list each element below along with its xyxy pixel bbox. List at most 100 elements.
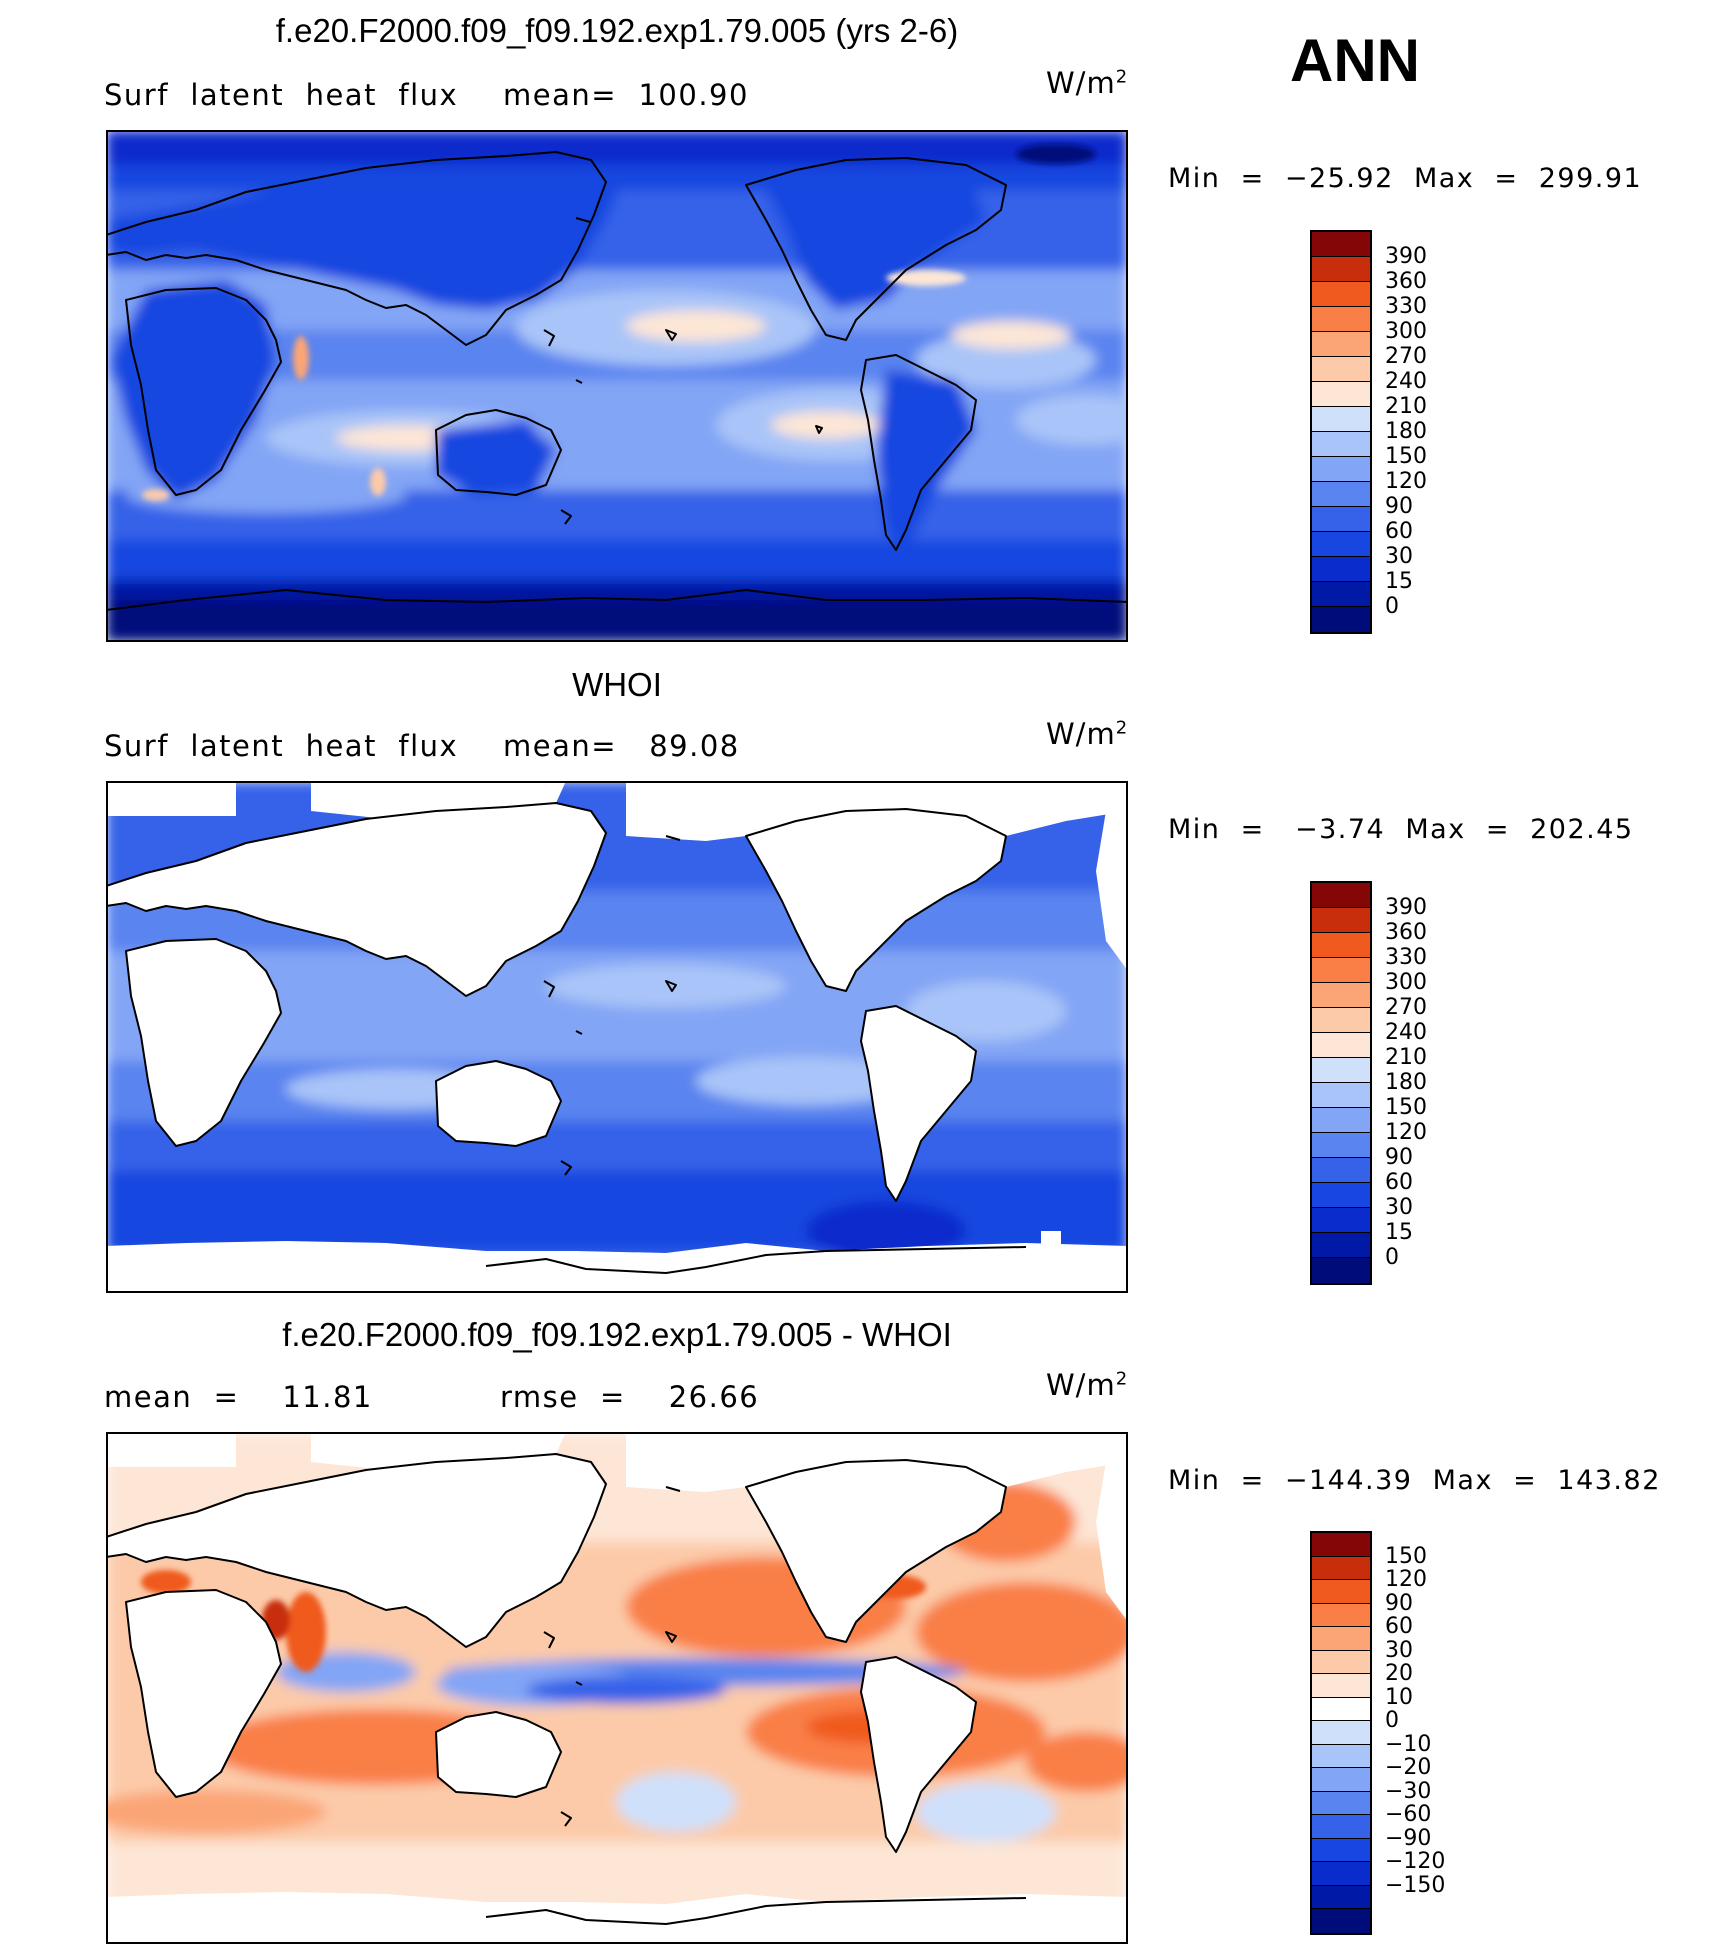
colorbar-tick-label: −10 <box>1385 1731 1432 1757</box>
colorbar-tick-label: 20 <box>1385 1661 1413 1687</box>
colorbar-tick-label: 90 <box>1385 1145 1413 1170</box>
panel-2-map-svg <box>106 781 1128 1293</box>
colorbar-cell <box>1312 1108 1370 1133</box>
colorbar-tick-label: −150 <box>1385 1872 1446 1898</box>
colorbar-cell <box>1312 1838 1370 1863</box>
panel-3-mean: mean = 11.81 <box>104 1380 373 1414</box>
panel-1-variable: Surf latent heat flux <box>104 78 459 112</box>
colorbar-tick-label: 90 <box>1385 1590 1413 1616</box>
colorbar-cell <box>1312 1008 1370 1033</box>
colorbar-cell <box>1312 958 1370 983</box>
colorbar-cell <box>1312 557 1370 582</box>
panel-3-colorbar <box>1310 1531 1372 1935</box>
colorbar-tick-label: 60 <box>1385 1170 1413 1195</box>
colorbar-cell <box>1312 983 1370 1008</box>
colorbar-cell <box>1312 307 1370 332</box>
colorbar-tick-label: 150 <box>1385 444 1427 469</box>
colorbar-tick-label: 0 <box>1385 594 1399 619</box>
panel-3-map-svg <box>106 1432 1128 1944</box>
colorbar-cell <box>1312 482 1370 507</box>
colorbar-tick-label: 120 <box>1385 469 1427 494</box>
panel-2-minmax: Min = −3.74 Max = 202.45 <box>1168 814 1634 845</box>
colorbar-tick-label: 330 <box>1385 945 1427 970</box>
colorbar-tick-label: −20 <box>1385 1755 1432 1781</box>
colorbar-tick-label: 270 <box>1385 995 1427 1020</box>
colorbar-cell <box>1312 908 1370 933</box>
colorbar-cell <box>1312 582 1370 607</box>
panel-2-variable: Surf latent heat flux <box>104 729 459 763</box>
colorbar-tick-label: 300 <box>1385 319 1427 344</box>
panel-2-title: WHOI <box>572 666 662 703</box>
panel-2-colorbar <box>1310 881 1372 1285</box>
colorbar-cell <box>1312 507 1370 532</box>
colorbar-tick-label: −60 <box>1385 1802 1432 1828</box>
colorbar-tick-label: 330 <box>1385 294 1427 319</box>
colorbar-cell <box>1312 1208 1370 1233</box>
colorbar-cell <box>1312 1133 1370 1158</box>
colorbar-cell <box>1312 1556 1370 1581</box>
colorbar-cell <box>1312 1768 1370 1792</box>
colorbar-cell <box>1312 257 1370 282</box>
colorbar-cell <box>1312 1033 1370 1058</box>
colorbar-tick-label: 270 <box>1385 344 1427 369</box>
colorbar-cell <box>1312 933 1370 958</box>
colorbar-tick-label: 240 <box>1385 1020 1427 1045</box>
panel-1-title: f.e20.F2000.f09_f09.192.exp1.79.005 (yrs… <box>275 12 959 49</box>
colorbar-tick-label: 30 <box>1385 1637 1413 1663</box>
colorbar-tick-label: 150 <box>1385 1543 1427 1569</box>
colorbar-tick-label: 120 <box>1385 1120 1427 1145</box>
panel-1-map <box>106 130 1128 642</box>
colorbar-cell <box>1312 1580 1370 1604</box>
colorbar-tick-label: 180 <box>1385 1070 1427 1095</box>
colorbar-cell <box>1312 282 1370 307</box>
colorbar-cell <box>1312 1697 1370 1722</box>
panel-1-minmax: Min = −25.92 Max = 299.91 <box>1168 163 1643 194</box>
colorbar-tick-label: 150 <box>1385 1095 1427 1120</box>
colorbar-tick-label: 60 <box>1385 519 1413 544</box>
panel-3-minmax: Min = −144.39 Max = 143.82 <box>1168 1465 1661 1496</box>
panel-3-map <box>106 1432 1128 1944</box>
panel-2-mean: mean= 89.08 <box>503 729 740 763</box>
panel-3-rmse: rmse = 26.66 <box>500 1380 760 1414</box>
colorbar-cell <box>1312 1744 1370 1769</box>
colorbar-tick-label: 30 <box>1385 1195 1413 1220</box>
colorbar-tick-label: 0 <box>1385 1708 1399 1734</box>
panel-1-map-svg <box>106 130 1128 642</box>
colorbar-cell <box>1312 1183 1370 1208</box>
colorbar-cell <box>1312 1791 1370 1816</box>
panel-1-mean: mean= 100.90 <box>503 78 749 112</box>
colorbar-cell <box>1312 407 1370 432</box>
colorbar-cell <box>1312 432 1370 457</box>
panel-2-units: W/m2 <box>1046 717 1129 751</box>
colorbar-cell <box>1312 1158 1370 1183</box>
colorbar-cell <box>1312 232 1370 257</box>
colorbar-cell <box>1312 1909 1370 1933</box>
colorbar-cell <box>1312 1058 1370 1083</box>
colorbar-cell <box>1312 1862 1370 1886</box>
colorbar-tick-label: 180 <box>1385 419 1427 444</box>
colorbar-cell <box>1312 607 1370 632</box>
colorbar-tick-label: 60 <box>1385 1614 1413 1640</box>
colorbar-cell <box>1312 382 1370 407</box>
colorbar-tick-label: 15 <box>1385 569 1413 594</box>
colorbar-cell <box>1312 1885 1370 1910</box>
colorbar-cell <box>1312 357 1370 382</box>
colorbar-cell <box>1312 1083 1370 1108</box>
colorbar-tick-label: 210 <box>1385 1045 1427 1070</box>
colorbar-tick-label: 210 <box>1385 394 1427 419</box>
season-label: ANN <box>1290 27 1420 94</box>
colorbar-tick-label: 360 <box>1385 269 1427 294</box>
colorbar-cell <box>1312 1721 1370 1745</box>
panel-3-title: f.e20.F2000.f09_f09.192.exp1.79.005 - WH… <box>282 1316 952 1353</box>
colorbar-tick-label: 360 <box>1385 920 1427 945</box>
colorbar-tick-label: 0 <box>1385 1245 1399 1270</box>
colorbar-cell <box>1312 1650 1370 1675</box>
colorbar-cell <box>1312 883 1370 908</box>
colorbar-cell <box>1312 332 1370 357</box>
colorbar-tick-label: 300 <box>1385 970 1427 995</box>
colorbar-cell <box>1312 532 1370 557</box>
colorbar-cell <box>1312 457 1370 482</box>
colorbar-tick-label: 15 <box>1385 1220 1413 1245</box>
colorbar-cell <box>1312 1233 1370 1258</box>
colorbar-tick-label: 30 <box>1385 544 1413 569</box>
